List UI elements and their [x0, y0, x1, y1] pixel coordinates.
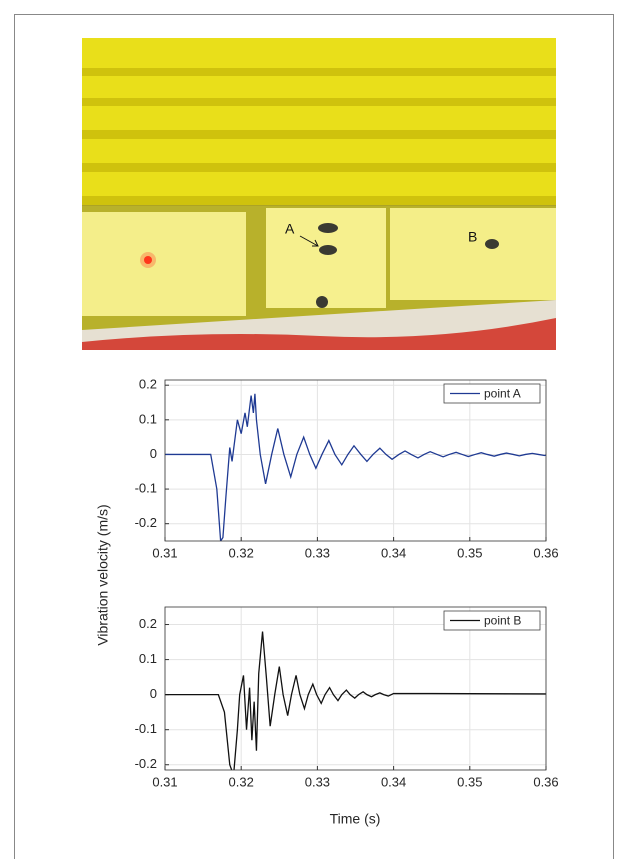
y-tick-label: 0 — [150, 446, 157, 461]
y-tick-label: -0.2 — [135, 515, 157, 530]
x-tick-label: 0.36 — [533, 545, 558, 560]
y-tick-label: -0.2 — [135, 756, 157, 771]
x-tick-label: 0.31 — [152, 545, 177, 560]
block — [390, 208, 556, 300]
x-tick-label: 0.33 — [305, 545, 330, 560]
y-tick-label: 0.1 — [139, 411, 157, 426]
y-tick-label: 0 — [150, 686, 157, 701]
photo: A B — [82, 38, 556, 350]
x-tick-label: 0.36 — [533, 774, 558, 789]
legend-label: point B — [484, 614, 521, 628]
x-tick-label: 0.32 — [229, 545, 254, 560]
x-tick-label: 0.31 — [152, 774, 177, 789]
x-tick-label: 0.34 — [381, 545, 406, 560]
x-tick-label: 0.35 — [457, 545, 482, 560]
x-tick-label: 0.35 — [457, 774, 482, 789]
figure: A B Vibration velocity (m/s) Time (s) 0.… — [0, 0, 628, 859]
plot-area — [165, 607, 546, 770]
x-tick-label: 0.32 — [229, 774, 254, 789]
x-tick-label: 0.33 — [305, 774, 330, 789]
y-axis-label: Vibration velocity (m/s) — [95, 504, 111, 645]
x-axis-label: Time (s) — [330, 811, 381, 827]
y-tick-label: -0.1 — [135, 721, 157, 736]
laser-glow — [140, 252, 156, 268]
photo-label: A — [285, 221, 295, 237]
legend-label: point A — [484, 387, 521, 401]
block — [266, 208, 386, 308]
y-tick-label: -0.1 — [135, 481, 157, 496]
y-tick-label: 0.2 — [139, 616, 157, 631]
y-tick-label: 0.1 — [139, 651, 157, 666]
block — [82, 212, 246, 316]
plot-area — [165, 380, 546, 541]
x-tick-label: 0.34 — [381, 774, 406, 789]
photo-label: B — [468, 229, 477, 245]
y-tick-label: 0.2 — [139, 377, 157, 392]
